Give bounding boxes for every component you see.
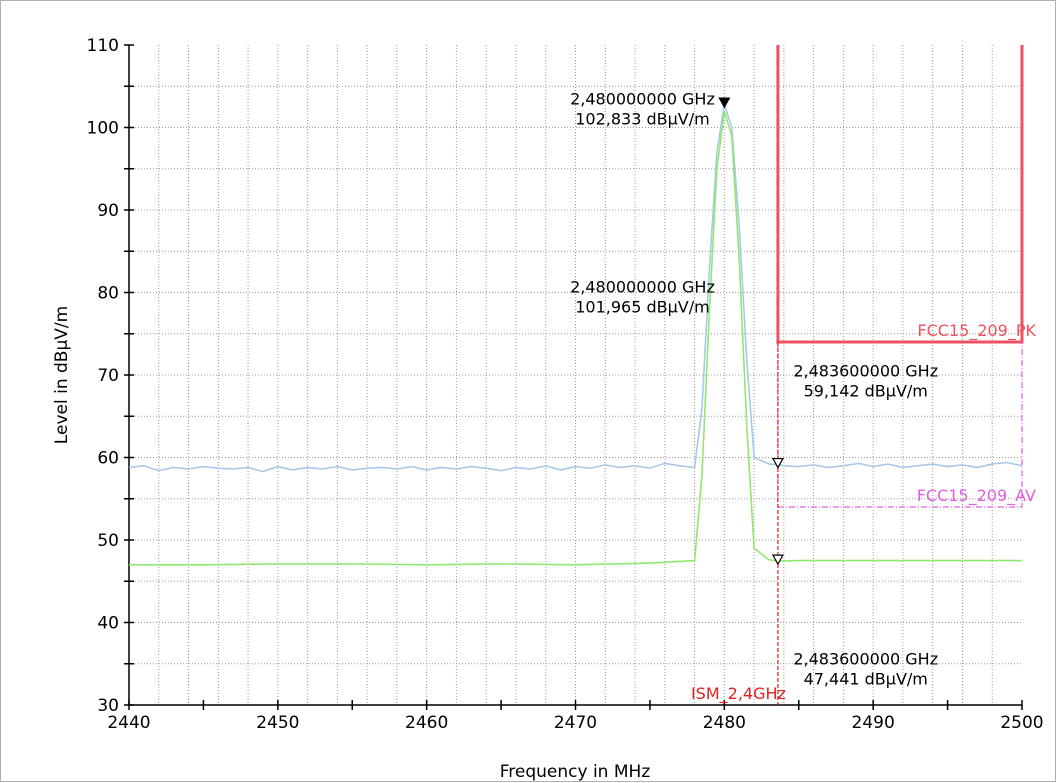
y-tick-label: 50 — [97, 531, 119, 551]
x-tick-label: 2440 — [107, 713, 150, 733]
series — [128, 104, 1023, 566]
annotation-frequency: 2,483600000 GHz — [793, 362, 938, 381]
annotation-level: 59,142 dBµV/m — [804, 382, 928, 401]
y-tick-label: 30 — [97, 696, 119, 716]
limit-label-fcc-av: FCC15_209_AV — [917, 486, 1036, 506]
marker-triangle — [771, 554, 784, 566]
y-tick-label: 90 — [97, 201, 119, 221]
marker-triangle — [771, 457, 784, 469]
limit-lines: FCC15_209_PK FCC15_209_AV ISM_2,4GHz — [691, 45, 1037, 705]
annotation-frequency: 2,480000000 GHz — [570, 89, 715, 108]
x-tick-label: 2450 — [256, 713, 299, 733]
annotation-level: 102,833 dBµV/m — [575, 109, 709, 128]
x-axis-title: Frequency in MHz — [500, 762, 651, 782]
y-tick-label: 40 — [97, 614, 119, 634]
x-tick-label: 2460 — [405, 713, 448, 733]
y-tick-label: 80 — [97, 284, 119, 304]
y-tick-label: 60 — [97, 449, 119, 469]
grid — [129, 45, 1022, 705]
axes: 30 40 50 60 70 80 90 100 110 2440 2450 2460 2470 2480… — [87, 36, 1044, 733]
y-tick-label: 110 — [87, 36, 119, 56]
x-tick-label: 2480 — [703, 713, 746, 733]
limit-line-fcc-av — [777, 342, 1023, 508]
annotation-frequency: 2,483600000 GHz — [793, 650, 938, 669]
y-tick-label: 70 — [97, 366, 119, 386]
series-line-average — [129, 111, 1022, 566]
annotation-level: 101,965 dBµV/m — [575, 298, 709, 317]
limit-line-fcc-pk — [776, 45, 1024, 344]
y-axis-title: Level in dBµV/m — [52, 306, 72, 444]
x-tick-label: 2500 — [1000, 713, 1043, 733]
x-tick-label: 2470 — [554, 713, 597, 733]
limit-label-fcc-pk: FCC15_209_PK — [917, 321, 1036, 341]
x-tick-label: 2490 — [852, 713, 895, 733]
annotation-frequency: 2,480000000 GHz — [570, 278, 715, 297]
y-tick-label: 100 — [87, 119, 119, 139]
marker-triangle — [718, 97, 731, 109]
series-line-peak — [128, 104, 1023, 473]
ism-marker-label: ISM_2,4GHz — [691, 684, 786, 704]
annotation-level: 47,441 dBµV/m — [804, 670, 928, 689]
markers — [718, 97, 784, 566]
